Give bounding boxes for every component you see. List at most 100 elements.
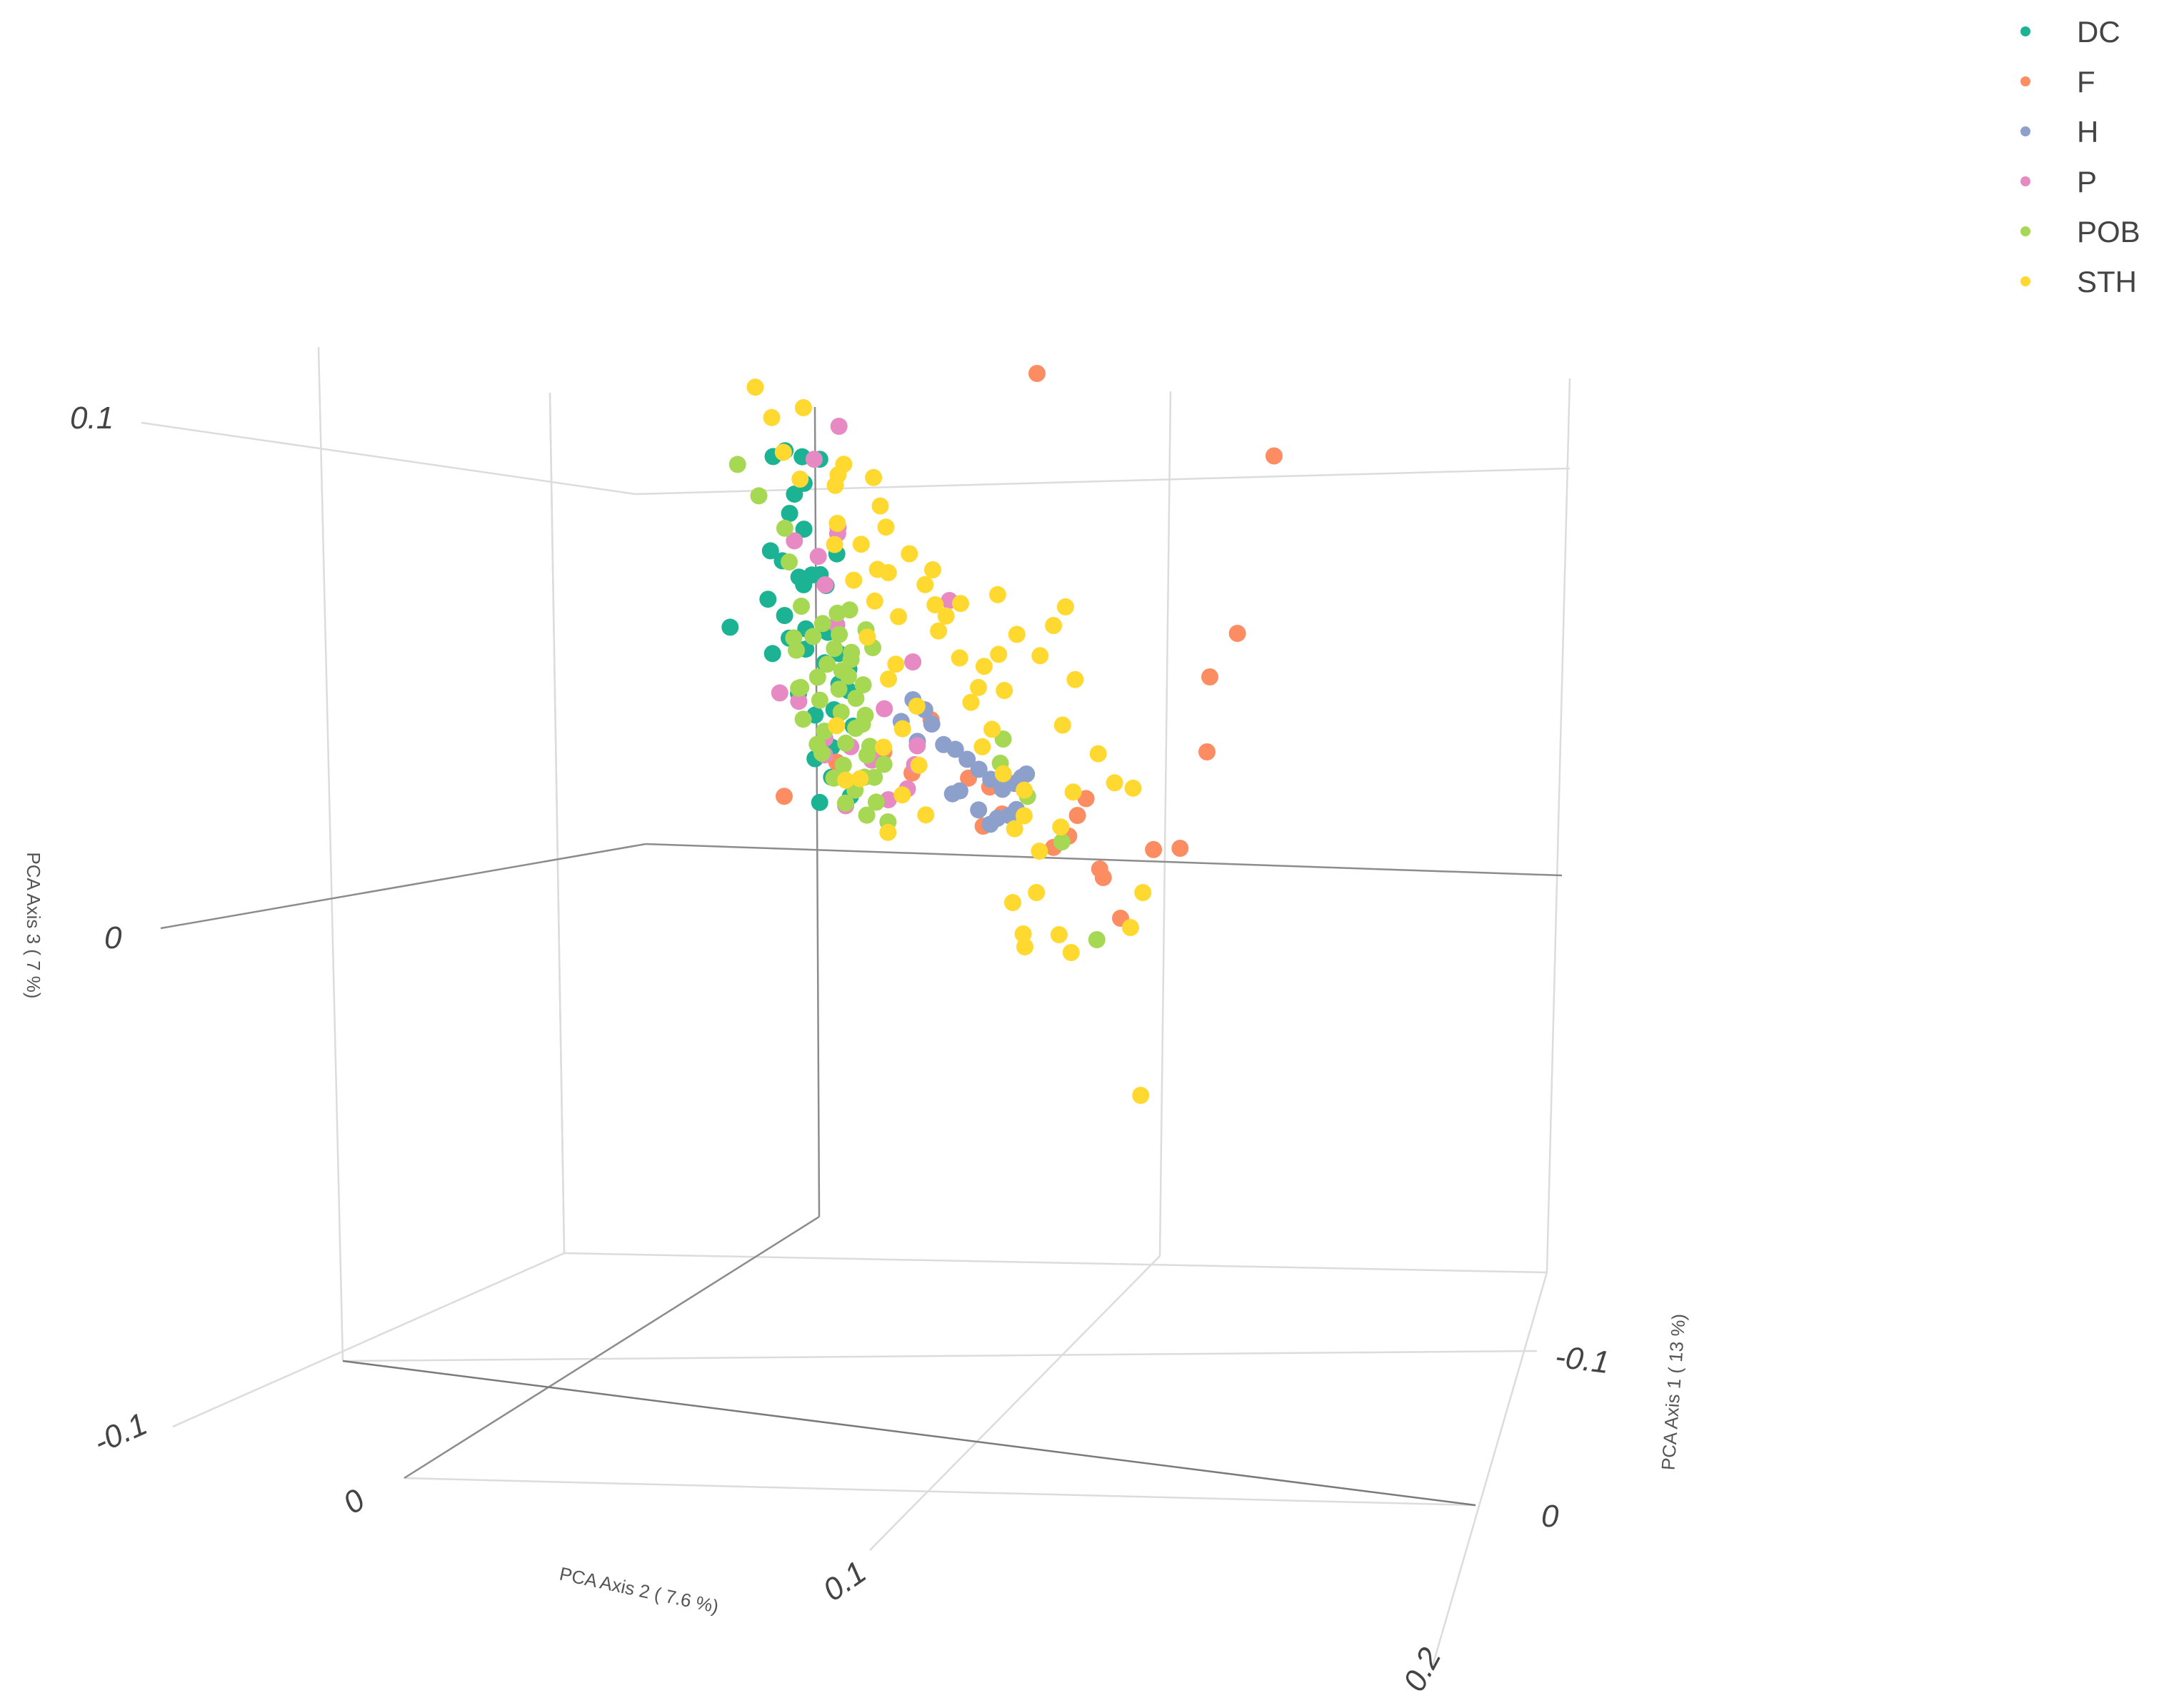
point-STH-46[interactable] bbox=[996, 682, 1013, 699]
point-POB-9[interactable] bbox=[808, 668, 826, 686]
point-STH-23[interactable] bbox=[917, 806, 935, 824]
point-H-0[interactable] bbox=[923, 715, 941, 733]
point-STH-10[interactable] bbox=[826, 536, 843, 553]
point-DC-5[interactable] bbox=[795, 521, 813, 538]
point-POB-26[interactable] bbox=[858, 806, 876, 824]
point-STH-63[interactable] bbox=[975, 658, 993, 675]
point-STH-18[interactable] bbox=[908, 698, 926, 715]
point-STH-40[interactable] bbox=[879, 564, 897, 581]
point-STH-70[interactable] bbox=[1031, 647, 1049, 665]
point-STH-21[interactable] bbox=[910, 756, 928, 774]
point-DC-37[interactable] bbox=[763, 645, 781, 663]
point-STH-43[interactable] bbox=[926, 596, 944, 613]
legend-item-STH[interactable]: STH bbox=[2020, 265, 2137, 298]
point-STH-3[interactable] bbox=[791, 471, 809, 488]
point-STH-60[interactable] bbox=[1004, 894, 1021, 911]
point-H-3[interactable] bbox=[958, 750, 976, 768]
point-DC-36[interactable] bbox=[721, 618, 739, 636]
point-DC-10[interactable] bbox=[776, 607, 793, 624]
point-STH-17[interactable] bbox=[880, 670, 897, 688]
point-H-4[interactable] bbox=[970, 760, 988, 778]
point-P-20[interactable] bbox=[904, 653, 922, 670]
point-P-17[interactable] bbox=[790, 693, 808, 710]
point-STH-71[interactable] bbox=[763, 408, 781, 426]
point-POB-33[interactable] bbox=[856, 706, 874, 724]
point-POB-45[interactable] bbox=[785, 629, 803, 647]
point-STH-67[interactable] bbox=[828, 717, 846, 735]
point-DC-6[interactable] bbox=[761, 542, 779, 560]
point-STH-48[interactable] bbox=[1089, 745, 1107, 763]
point-STH-59[interactable] bbox=[1016, 938, 1033, 955]
point-POB-29[interactable] bbox=[843, 643, 861, 661]
point-POB-1[interactable] bbox=[813, 615, 831, 633]
point-STH-14[interactable] bbox=[890, 608, 908, 626]
point-POB-7[interactable] bbox=[818, 655, 836, 673]
point-P-0[interactable] bbox=[830, 418, 848, 435]
point-STH-49[interactable] bbox=[1106, 774, 1123, 792]
point-STH-35[interactable] bbox=[973, 738, 991, 755]
point-STH-25[interactable] bbox=[877, 518, 895, 536]
point-POB-4[interactable] bbox=[826, 640, 843, 658]
point-STH-42[interactable] bbox=[988, 586, 1006, 603]
point-POB-42[interactable] bbox=[750, 487, 768, 505]
point-STH-2[interactable] bbox=[774, 443, 792, 461]
point-STH-36[interactable] bbox=[994, 765, 1012, 783]
point-STH-29[interactable] bbox=[937, 607, 955, 625]
point-STH-22[interactable] bbox=[893, 786, 911, 804]
legend-item-DC[interactable]: DC bbox=[2020, 15, 2120, 49]
point-P-2[interactable] bbox=[805, 451, 823, 468]
point-H-20[interactable] bbox=[981, 815, 999, 833]
point-POB-47[interactable] bbox=[808, 735, 826, 753]
point-STH-19[interactable] bbox=[893, 720, 911, 738]
point-STH-58[interactable] bbox=[1014, 925, 1032, 943]
point-STH-57[interactable] bbox=[1132, 1087, 1150, 1104]
point-STH-64[interactable] bbox=[990, 645, 1008, 663]
point-P-21[interactable] bbox=[876, 700, 893, 718]
point-POB-30[interactable] bbox=[833, 662, 851, 680]
point-POB-43[interactable] bbox=[728, 456, 746, 473]
point-POB-2[interactable] bbox=[831, 626, 848, 643]
point-H-9[interactable] bbox=[1018, 765, 1036, 783]
point-STH-13[interactable] bbox=[866, 592, 883, 610]
point-POB-15[interactable] bbox=[794, 710, 812, 728]
point-POB-24[interactable] bbox=[867, 793, 885, 811]
point-F-4[interactable] bbox=[1198, 743, 1216, 760]
point-POB-0[interactable] bbox=[793, 598, 810, 615]
legend[interactable]: DC FHP POB STH bbox=[2020, 15, 2140, 298]
point-POB-49[interactable] bbox=[1053, 833, 1071, 850]
point-DC-25[interactable] bbox=[811, 793, 828, 811]
point-POB-38[interactable] bbox=[841, 601, 858, 619]
point-STH-38[interactable] bbox=[1016, 807, 1033, 825]
point-POB-13[interactable] bbox=[832, 703, 850, 721]
point-POB-32[interactable] bbox=[847, 690, 865, 707]
legend-item-POB[interactable]: POB bbox=[2020, 215, 2140, 248]
point-POB-17[interactable] bbox=[837, 734, 855, 752]
point-STH-47[interactable] bbox=[1066, 670, 1084, 688]
point-STH-8[interactable] bbox=[852, 536, 870, 553]
point-P-5[interactable] bbox=[786, 532, 803, 550]
point-STH-61[interactable] bbox=[1028, 884, 1046, 901]
point-DC-4[interactable] bbox=[781, 505, 798, 522]
point-STH-11[interactable] bbox=[845, 571, 863, 589]
point-STH-54[interactable] bbox=[1121, 919, 1139, 936]
point-STH-44[interactable] bbox=[1045, 617, 1063, 634]
point-F-21[interactable] bbox=[776, 788, 793, 805]
point-STH-27[interactable] bbox=[924, 561, 941, 578]
point-POB-25[interactable] bbox=[836, 794, 854, 812]
point-STH-51[interactable] bbox=[1064, 783, 1082, 801]
point-STH-20[interactable] bbox=[875, 738, 892, 756]
point-STH-16[interactable] bbox=[887, 655, 905, 673]
point-POB-37[interactable] bbox=[866, 768, 883, 786]
point-STH-34[interactable] bbox=[983, 720, 1001, 738]
point-STH-9[interactable] bbox=[871, 497, 889, 515]
point-POB-20[interactable] bbox=[834, 756, 852, 774]
point-STH-5[interactable] bbox=[826, 476, 844, 494]
point-F-2[interactable] bbox=[1228, 625, 1246, 642]
point-DC-27[interactable] bbox=[803, 566, 821, 584]
point-F-3[interactable] bbox=[1201, 668, 1218, 685]
point-STH-66[interactable] bbox=[851, 770, 869, 788]
point-STH-68[interactable] bbox=[837, 771, 855, 789]
point-STH-7[interactable] bbox=[828, 515, 846, 532]
point-STH-15[interactable] bbox=[858, 628, 876, 646]
point-STH-30[interactable] bbox=[930, 622, 948, 640]
